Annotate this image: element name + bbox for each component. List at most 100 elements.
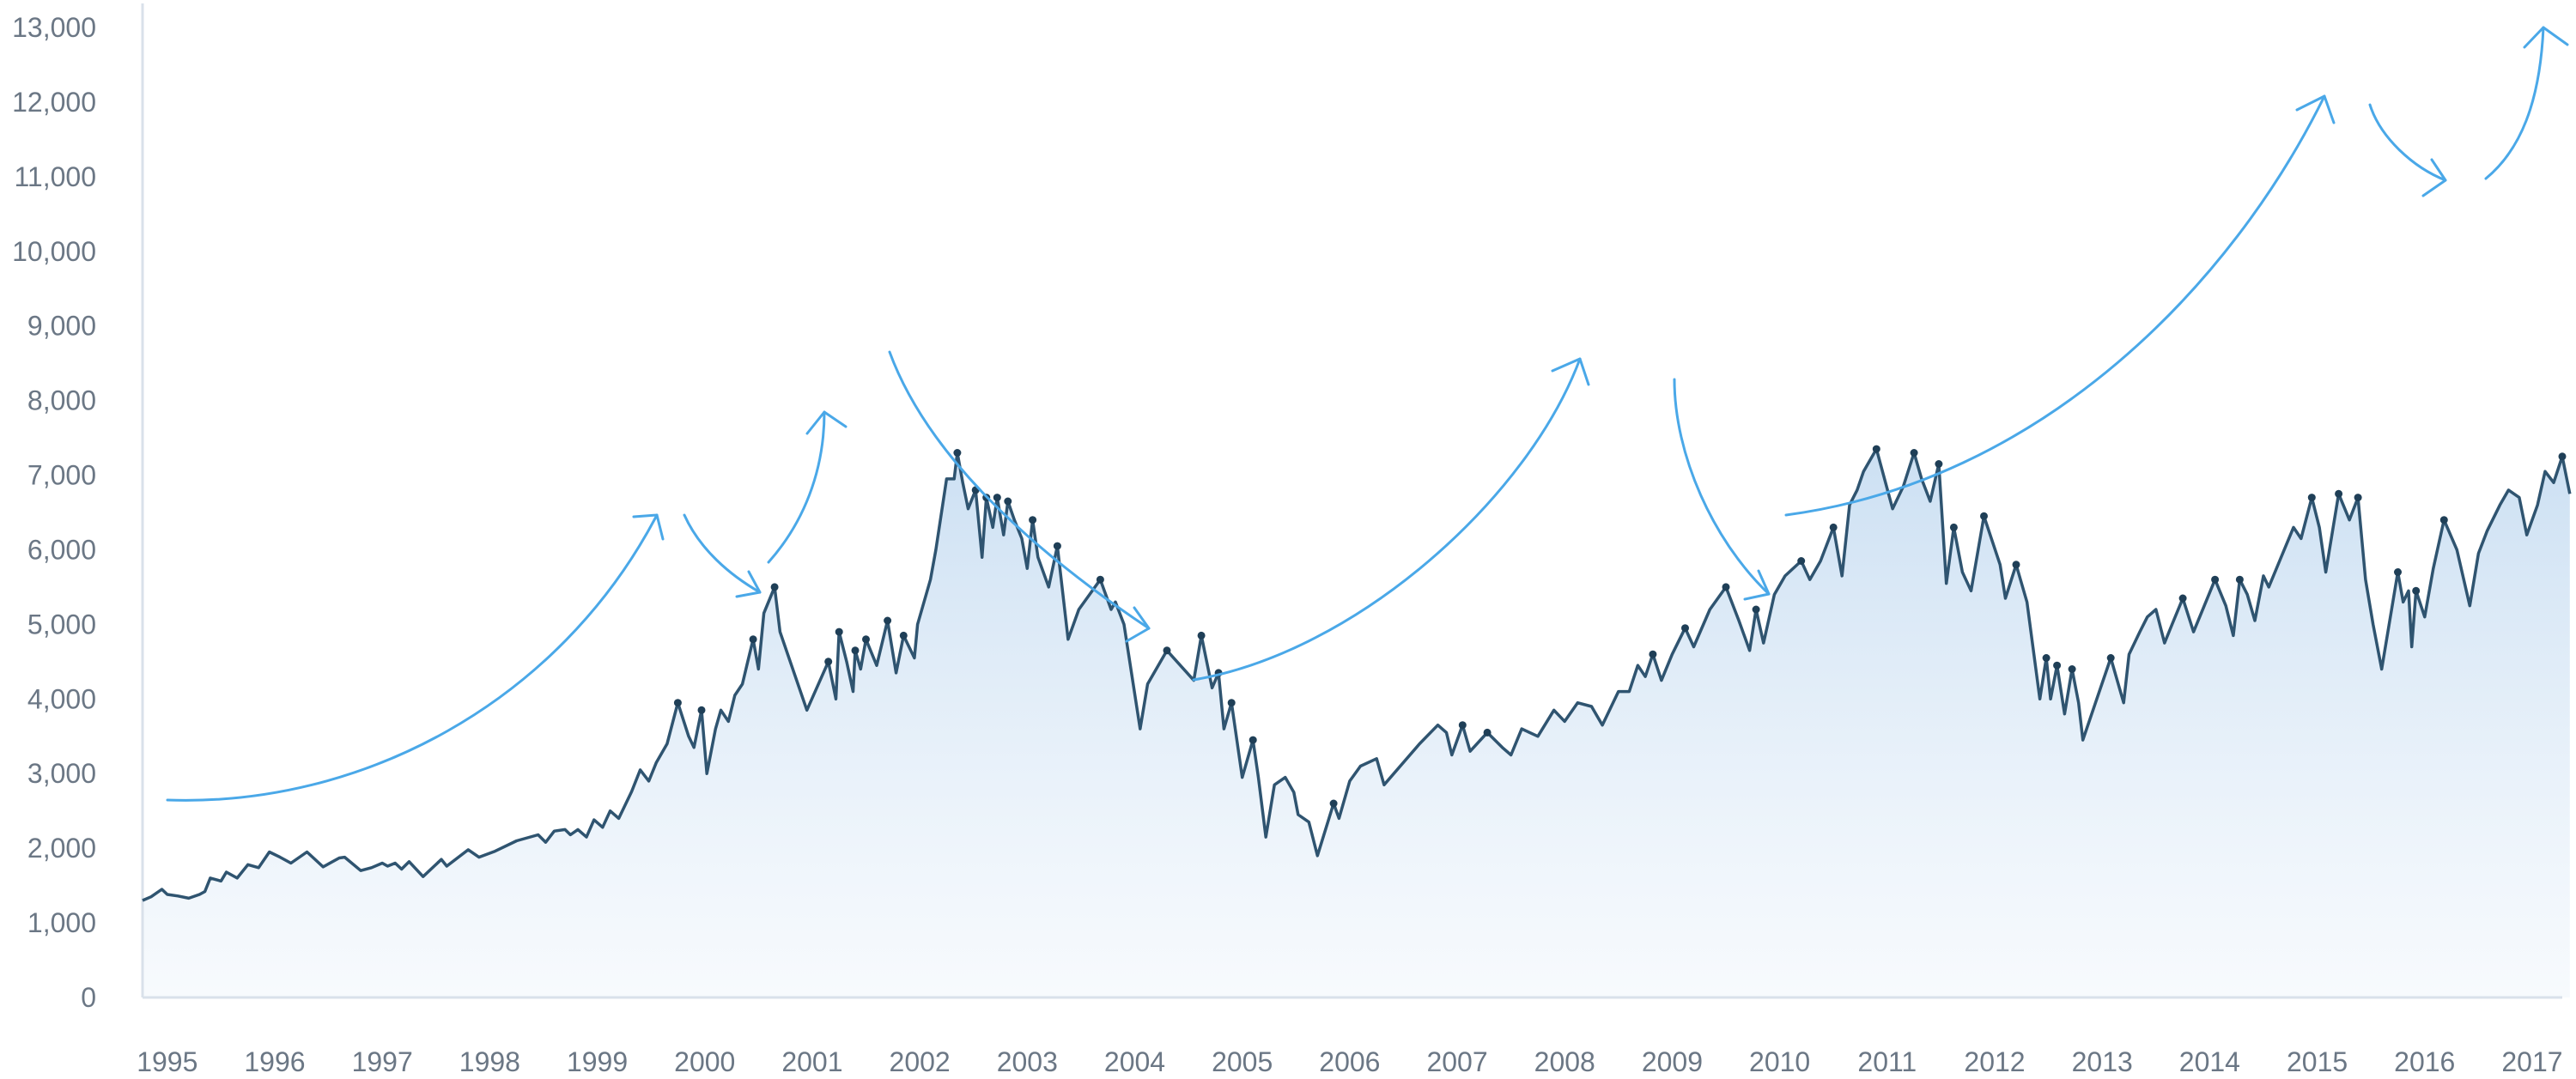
- trend-arrow: [767, 410, 826, 564]
- peak-marker: [1458, 721, 1467, 730]
- x-tick-label: 1995: [137, 1046, 197, 1077]
- trend-arrow-head: [1743, 569, 1771, 601]
- peak-marker: [2178, 594, 2187, 603]
- y-axis-tick-labels: 0 1,000 2,000 3,000 4,000 5,000 6,000 7,000 8,00…: [12, 12, 96, 1013]
- peak-marker: [2012, 561, 2020, 569]
- x-tick-label: 2008: [1534, 1046, 1595, 1077]
- x-tick-label: 2016: [2394, 1046, 2455, 1077]
- trend-arrow-head: [2421, 158, 2447, 197]
- x-tick-label: 2009: [1642, 1046, 1703, 1077]
- peak-marker: [1029, 516, 1037, 524]
- trend-arrow: [166, 513, 659, 802]
- x-tick-label: 2010: [1749, 1046, 1810, 1077]
- peak-marker: [1227, 699, 1236, 707]
- x-tick-label: 2012: [1964, 1046, 2025, 1077]
- x-tick-label: 2000: [674, 1046, 735, 1077]
- peak-marker: [1722, 583, 1730, 591]
- x-tick-label: 2005: [1212, 1046, 1273, 1077]
- peak-marker: [1935, 460, 1943, 468]
- peak-marker: [2394, 568, 2402, 576]
- x-tick-label: 2017: [2501, 1046, 2562, 1077]
- peak-marker: [1163, 646, 1171, 655]
- peak-marker: [2412, 586, 2421, 595]
- peak-marker: [697, 706, 706, 714]
- trend-arrow-head: [1551, 357, 1590, 386]
- x-tick-label: 1998: [459, 1046, 520, 1077]
- x-axis-tick-labels: 1995 1996 1997 1998 1999 2000 2001 2002 2003 2004…: [137, 1046, 2562, 1077]
- peak-marker: [953, 449, 962, 457]
- peak-marker: [2307, 494, 2316, 502]
- peak-marker: [1829, 523, 1838, 531]
- peak-marker: [2068, 665, 2076, 673]
- x-tick-label: 1997: [352, 1046, 413, 1077]
- x-tick-label: 2015: [2287, 1046, 2348, 1077]
- peak-marker: [2106, 654, 2115, 662]
- peak-marker: [1949, 523, 1958, 531]
- peak-marker: [1980, 512, 1988, 520]
- peak-marker: [1053, 542, 1061, 550]
- series-area-fill: [143, 449, 2570, 997]
- peak-marker: [1096, 575, 1104, 584]
- trend-arrow: [2484, 26, 2545, 180]
- x-tick-label: 2007: [1426, 1046, 1487, 1077]
- peak-marker: [1004, 497, 1012, 506]
- peak-marker: [770, 583, 779, 591]
- x-tick-label: 2006: [1319, 1046, 1380, 1077]
- peak-marker: [835, 627, 843, 636]
- trend-arrow-head: [735, 570, 762, 598]
- y-tick-label: 8,000: [27, 385, 96, 416]
- x-tick-label: 1999: [567, 1046, 628, 1077]
- peak-marker: [884, 616, 892, 625]
- peak-marker: [1249, 736, 1257, 744]
- trend-arrow: [1192, 357, 1582, 682]
- y-tick-label: 12,000: [12, 87, 96, 118]
- trend-arrows-layer: [166, 26, 2569, 802]
- trend-arrow: [683, 513, 762, 594]
- x-tick-label: 2013: [2072, 1046, 2133, 1077]
- y-tick-label: 13,000: [12, 12, 96, 43]
- trend-arrow: [1784, 94, 2326, 517]
- line-layer: [142, 447, 2572, 902]
- x-tick-label: 2001: [781, 1046, 842, 1077]
- peak-marker: [862, 635, 870, 644]
- x-tick-label: 2011: [1857, 1046, 1917, 1077]
- peak-marker: [899, 631, 908, 640]
- peak-marker: [2439, 516, 2448, 524]
- trend-arrow: [888, 350, 1151, 630]
- peak-marker: [2235, 575, 2244, 584]
- y-tick-label: 9,000: [27, 311, 96, 342]
- trend-arrow-head: [632, 513, 665, 541]
- peak-marker: [1752, 605, 1760, 614]
- peak-marker: [1872, 445, 1880, 453]
- x-tick-label: 2002: [890, 1046, 951, 1077]
- y-tick-label: 4,000: [27, 683, 96, 714]
- peak-marker: [1797, 557, 1806, 565]
- peak-marker: [1681, 624, 1689, 633]
- trend-arrow: [2368, 103, 2447, 182]
- peak-marker: [993, 494, 1001, 502]
- y-tick-label: 7,000: [27, 460, 96, 491]
- y-tick-label: 1,000: [27, 907, 96, 938]
- x-tick-label: 1996: [244, 1046, 305, 1077]
- trend-arrow-head: [805, 410, 848, 435]
- y-tick-label: 10,000: [12, 236, 96, 267]
- y-tick-label: 5,000: [27, 609, 96, 640]
- peak-marker: [2042, 654, 2050, 662]
- axes-layer: [141, 3, 2562, 999]
- y-tick-label: 3,000: [27, 758, 96, 789]
- peak-marker: [1649, 650, 1657, 658]
- peak-marker: [749, 635, 757, 644]
- trend-arrow-head: [1125, 606, 1151, 643]
- area-layer: [143, 449, 2570, 997]
- peak-marker: [2558, 452, 2567, 461]
- peak-marker: [1483, 728, 1492, 737]
- y-tick-label: 0: [81, 982, 96, 1013]
- x-tick-label: 2003: [997, 1046, 1058, 1077]
- trend-arrow: [1673, 378, 1771, 596]
- peak-marker: [2211, 575, 2220, 584]
- x-tick-label: 2014: [2179, 1046, 2240, 1077]
- peak-marker: [2354, 494, 2362, 502]
- peak-marker: [824, 658, 833, 666]
